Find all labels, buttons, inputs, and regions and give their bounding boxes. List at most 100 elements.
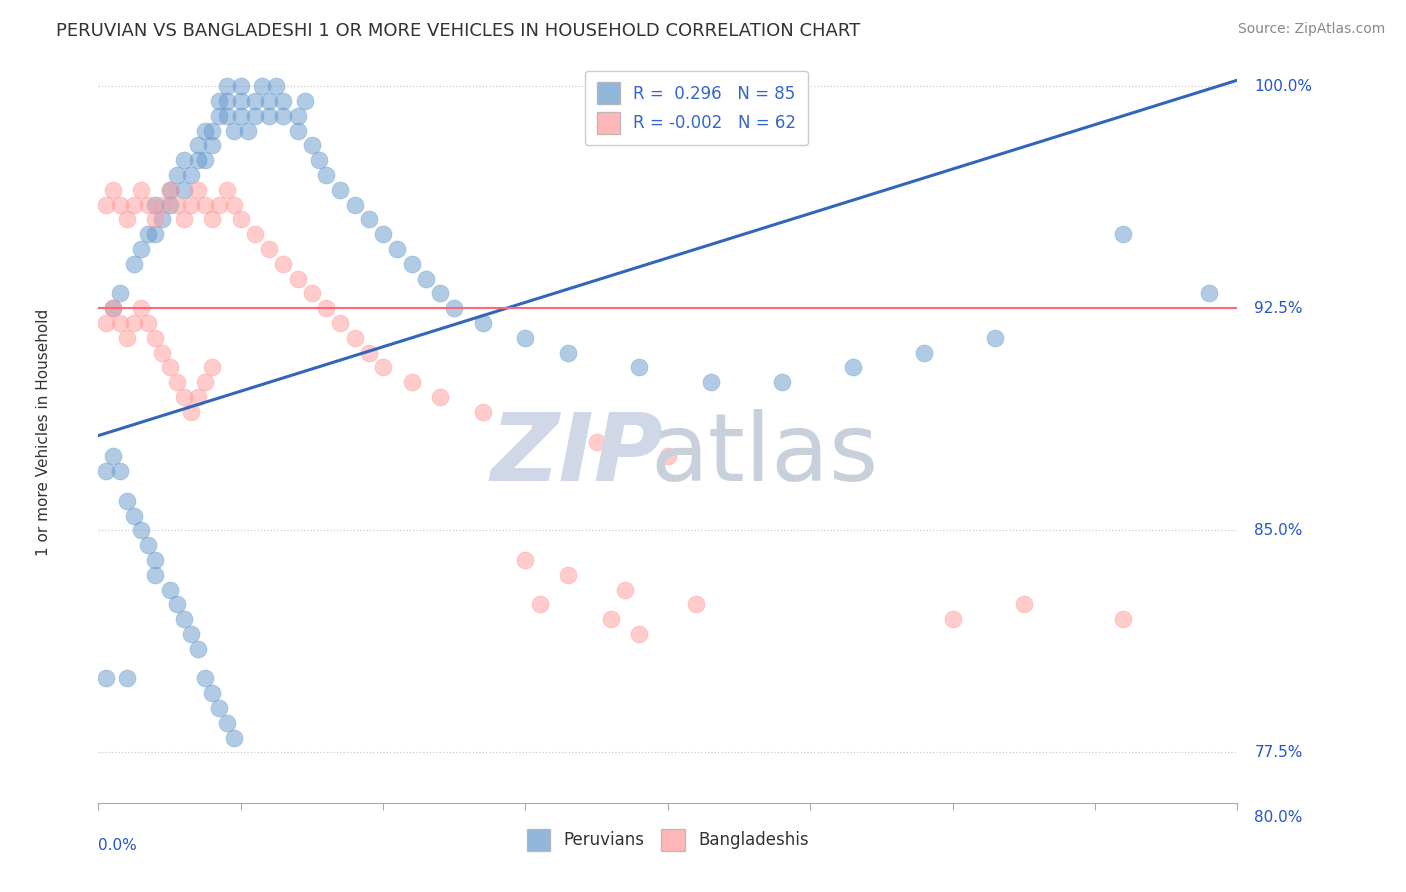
Point xyxy=(315,301,337,316)
Point xyxy=(287,109,309,123)
Point xyxy=(129,242,152,256)
Point xyxy=(101,301,124,316)
Point xyxy=(287,271,309,285)
Point xyxy=(387,242,409,256)
Point xyxy=(152,197,174,211)
Point xyxy=(557,567,579,582)
Point xyxy=(1198,286,1220,301)
Point xyxy=(173,183,195,197)
Point xyxy=(136,197,159,211)
Point xyxy=(229,109,252,123)
Point xyxy=(329,316,352,330)
Point xyxy=(287,123,309,137)
Point xyxy=(122,316,145,330)
Text: 92.5%: 92.5% xyxy=(1254,301,1303,316)
Text: 0.0%: 0.0% xyxy=(98,838,138,854)
Point xyxy=(108,197,131,211)
Point xyxy=(357,212,380,227)
Point xyxy=(180,627,202,641)
Point xyxy=(101,301,124,316)
Point xyxy=(515,331,537,345)
Point xyxy=(357,345,380,359)
Point xyxy=(942,612,965,626)
Point xyxy=(301,138,323,153)
Point xyxy=(187,390,209,404)
Point xyxy=(145,197,167,211)
Point xyxy=(266,79,288,94)
Point xyxy=(614,582,637,597)
Point xyxy=(515,553,537,567)
Point xyxy=(1112,612,1135,626)
Point xyxy=(129,183,152,197)
Point xyxy=(173,390,195,404)
Point xyxy=(236,123,259,137)
Point xyxy=(273,94,295,108)
Point xyxy=(145,567,167,582)
Point xyxy=(984,331,1007,345)
Point xyxy=(187,153,209,168)
Point xyxy=(201,686,224,700)
Point xyxy=(208,701,231,715)
Point xyxy=(315,168,337,182)
Point xyxy=(145,553,167,567)
Point xyxy=(208,197,231,211)
Point xyxy=(215,79,238,94)
Point xyxy=(685,598,707,612)
Point xyxy=(259,242,281,256)
Point xyxy=(243,94,266,108)
Point xyxy=(173,153,195,168)
Point xyxy=(136,227,159,242)
Point xyxy=(152,345,174,359)
Point xyxy=(259,94,281,108)
Point xyxy=(122,508,145,523)
Point xyxy=(215,183,238,197)
Point xyxy=(201,212,224,227)
Point xyxy=(294,94,316,108)
Point xyxy=(194,153,217,168)
Point xyxy=(159,183,181,197)
Point xyxy=(159,197,181,211)
Point xyxy=(1012,598,1035,612)
Point xyxy=(273,109,295,123)
Point xyxy=(343,197,366,211)
Point xyxy=(180,405,202,419)
Point xyxy=(215,109,238,123)
Text: ZIP: ZIP xyxy=(491,409,664,500)
Point xyxy=(222,197,245,211)
Point xyxy=(222,731,245,745)
Point xyxy=(471,316,494,330)
Point xyxy=(94,197,117,211)
Point xyxy=(166,598,188,612)
Point xyxy=(108,286,131,301)
Point xyxy=(215,94,238,108)
Point xyxy=(108,464,131,478)
Point xyxy=(628,627,651,641)
Point xyxy=(115,493,138,508)
Point xyxy=(101,183,124,197)
Text: PERUVIAN VS BANGLADESHI 1 OR MORE VEHICLES IN HOUSEHOLD CORRELATION CHART: PERUVIAN VS BANGLADESHI 1 OR MORE VEHICL… xyxy=(56,22,860,40)
Point xyxy=(208,109,231,123)
Point xyxy=(208,94,231,108)
Point xyxy=(699,376,721,390)
Point xyxy=(373,227,395,242)
Point xyxy=(159,360,181,375)
Point xyxy=(108,316,131,330)
Point xyxy=(842,360,865,375)
Point xyxy=(152,212,174,227)
Point xyxy=(194,672,217,686)
Point xyxy=(329,183,352,197)
Point xyxy=(145,331,167,345)
Point xyxy=(145,212,167,227)
Point xyxy=(401,257,423,271)
Point xyxy=(122,197,145,211)
Point xyxy=(229,94,252,108)
Point xyxy=(94,672,117,686)
Point xyxy=(115,672,138,686)
Point xyxy=(201,360,224,375)
Point xyxy=(628,360,651,375)
Point xyxy=(1112,227,1135,242)
Point xyxy=(243,227,266,242)
Point xyxy=(912,345,935,359)
Point xyxy=(194,123,217,137)
Text: atlas: atlas xyxy=(651,409,879,500)
